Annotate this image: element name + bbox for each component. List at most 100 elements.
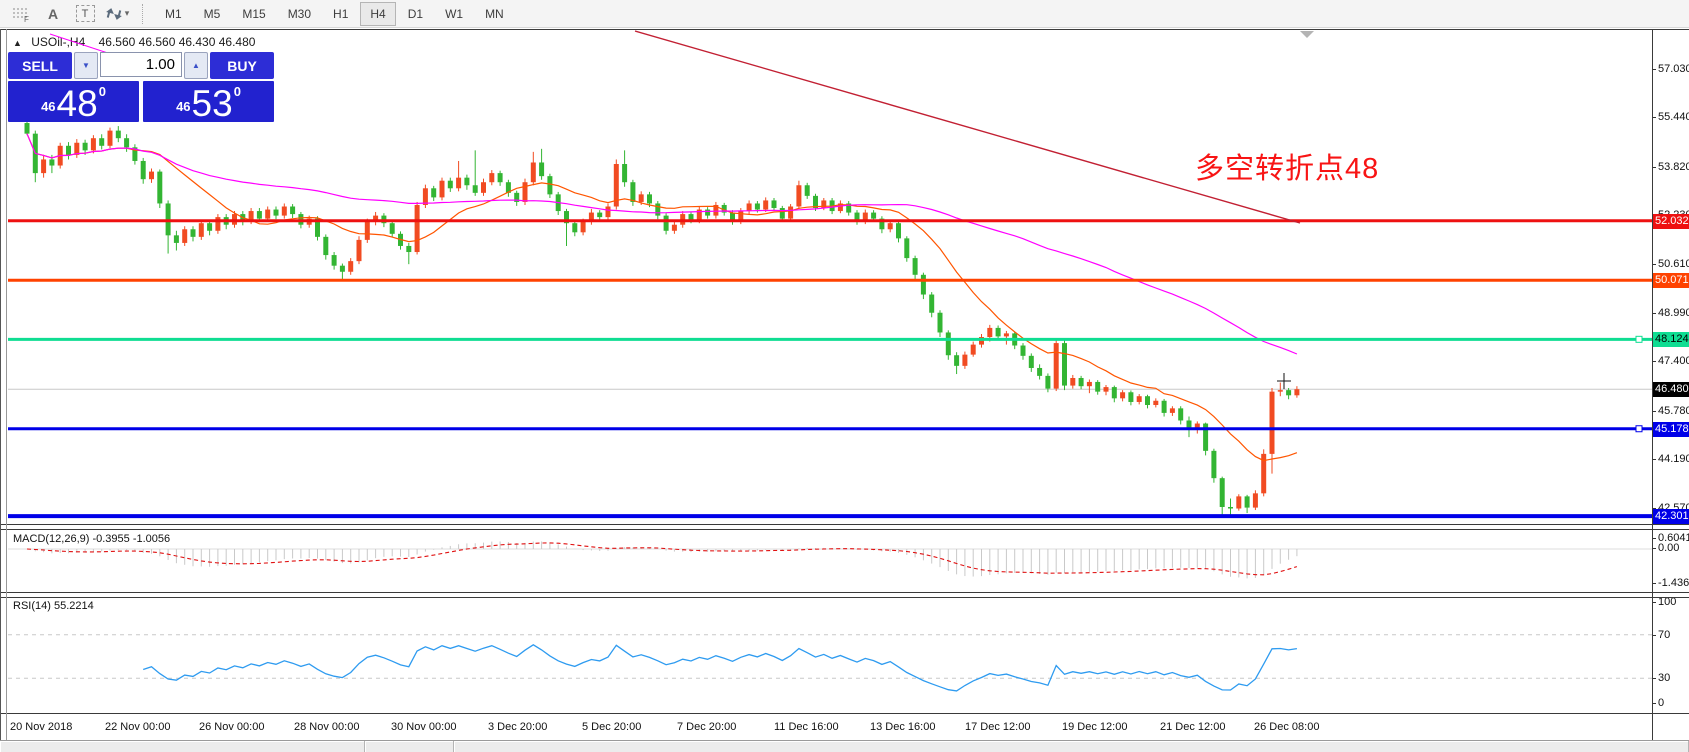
status-cell xyxy=(0,741,365,752)
price-axis-tick xyxy=(1652,167,1656,168)
price-axis-tick xyxy=(1652,361,1656,362)
status-bar xyxy=(0,740,1689,752)
rsi-axis-label: 0 xyxy=(1658,697,1665,709)
price-axis-label: 50.610 xyxy=(1658,258,1689,270)
ohlc-values: 46.560 46.560 46.430 46.480 xyxy=(98,35,256,49)
fibonacci-tool-button[interactable]: F xyxy=(8,3,34,25)
collapse-arrow-icon[interactable]: ▲ xyxy=(13,38,22,48)
buy-price-main: 53 xyxy=(191,82,233,124)
panel-separator-1a[interactable] xyxy=(0,524,1689,525)
time-axis-label: 13 Dec 16:00 xyxy=(870,721,936,733)
rsi-axis-tick xyxy=(1652,635,1656,636)
timeframe-h4-button[interactable]: H4 xyxy=(360,1,396,26)
triangle-up-icon: ▲ xyxy=(192,61,200,70)
time-axis-label: 17 Dec 12:00 xyxy=(965,721,1031,733)
price-badge-52.032: 52.032 xyxy=(1653,214,1689,229)
panel-separator-2a[interactable] xyxy=(0,592,1689,593)
rsi-axis-label: 30 xyxy=(1658,672,1671,684)
panel-separator-1b xyxy=(0,529,1689,530)
price-badge-48.124: 48.124 xyxy=(1653,332,1689,347)
time-axis-label: 21 Dec 12:00 xyxy=(1160,721,1226,733)
volume-decrease-button[interactable]: ▼ xyxy=(74,52,98,79)
time-axis-label: 28 Nov 00:00 xyxy=(294,721,360,733)
price-badge-42.301: 42.301 xyxy=(1653,509,1689,524)
price-axis-tick xyxy=(1652,508,1656,509)
arrows-icon xyxy=(105,7,122,20)
window-border-top xyxy=(0,29,1689,30)
buy-button[interactable]: BUY xyxy=(210,52,274,79)
macd-axis-tick xyxy=(1652,548,1656,549)
triangle-down-icon: ▼ xyxy=(82,61,90,70)
text-box-icon: T xyxy=(75,5,95,22)
rsi-indicator-label: RSI(14) 55.2214 xyxy=(13,600,94,612)
chart-annotation-text[interactable]: 多空转折点48 xyxy=(1195,153,1380,185)
time-axis-label: 20 Nov 2018 xyxy=(10,721,73,733)
chart-shift-marker-icon[interactable] xyxy=(1300,31,1314,38)
timeframe-m1-button[interactable]: M1 xyxy=(165,6,182,21)
time-axis-label: 19 Dec 12:00 xyxy=(1062,721,1128,733)
macd-axis-label: 0.6041 xyxy=(1658,532,1689,544)
text-tool-button[interactable]: T xyxy=(72,3,98,25)
chart-inner-border xyxy=(6,29,7,740)
macd-axis-tick xyxy=(1652,583,1656,584)
price-axis-tick xyxy=(1652,69,1656,70)
time-axis-label: 26 Dec 08:00 xyxy=(1254,721,1320,733)
window-border-left xyxy=(0,29,1,740)
volume-increase-button[interactable]: ▲ xyxy=(184,52,208,79)
toolbar-separator xyxy=(142,3,144,24)
rsi-axis-label: 70 xyxy=(1658,629,1671,641)
timeframe-m30-button[interactable]: M30 xyxy=(287,6,312,21)
text-label-tool-button[interactable]: A xyxy=(40,3,66,25)
price-axis-divider xyxy=(1652,29,1653,740)
volume-input[interactable] xyxy=(100,52,182,77)
price-axis-tick xyxy=(1652,313,1656,314)
status-cell xyxy=(365,741,454,752)
price-axis-label: 44.190 xyxy=(1658,453,1689,465)
price-axis-label: 55.440 xyxy=(1658,111,1689,123)
price-axis-tick xyxy=(1652,411,1656,412)
rsi-axis-tick xyxy=(1652,703,1656,704)
timeframe-h1-button[interactable]: H1 xyxy=(333,6,349,21)
timeframe-w1-button[interactable]: W1 xyxy=(445,6,464,21)
macd-indicator-label: MACD(12,26,9) -0.3955 -1.0056 xyxy=(13,533,171,545)
buy-price-display[interactable]: 46 53 0 xyxy=(143,81,274,122)
time-axis-label: 22 Nov 00:00 xyxy=(105,721,171,733)
time-axis-label: 7 Dec 20:00 xyxy=(677,721,737,733)
time-axis-label: 5 Dec 20:00 xyxy=(582,721,642,733)
timeframe-d1-button[interactable]: D1 xyxy=(407,6,424,21)
text-label-icon: A xyxy=(47,5,59,22)
sell-price-prefix: 46 xyxy=(41,99,56,114)
timeframe-m15-button[interactable]: M15 xyxy=(242,6,266,21)
sell-price-display[interactable]: 46 48 0 xyxy=(8,81,139,122)
price-badge-45.178: 45.178 xyxy=(1653,422,1689,437)
chevron-down-icon: ▾ xyxy=(124,8,130,18)
macd-axis-label: 0.00 xyxy=(1658,542,1680,554)
symbol-label: USOil-,H4 xyxy=(31,35,86,49)
price-axis-tick xyxy=(1652,117,1656,118)
time-axis-label: 26 Nov 00:00 xyxy=(199,721,265,733)
toolbar: F A T ▾ M1 M5 M15 M30 H1 H4 D1 W1 MN xyxy=(0,0,1689,28)
rsi-axis-tick xyxy=(1652,678,1656,679)
price-axis-label: 45.780 xyxy=(1658,405,1689,417)
status-cell xyxy=(454,741,1689,752)
timeframe-mn-button[interactable]: MN xyxy=(485,6,504,21)
quote-bar: ▲ USOil-,H4 46.560 46.560 46.430 46.480 xyxy=(13,35,255,49)
price-badge-46.480: 46.480 xyxy=(1653,382,1689,397)
svg-text:F: F xyxy=(24,15,29,22)
sell-button[interactable]: SELL xyxy=(8,52,72,79)
macd-axis-label: -1.4369 xyxy=(1658,577,1689,589)
rsi-axis-tick xyxy=(1652,602,1656,603)
one-click-trading-panel: SELL ▼ ▲ BUY 46 48 0 46 53 0 xyxy=(8,52,274,122)
timeframe-group: M1 M5 M15 M30 H1 H4 D1 W1 MN xyxy=(154,1,515,26)
price-axis-label: 47.400 xyxy=(1658,355,1689,367)
sell-price-superscript: 0 xyxy=(98,84,106,99)
price-badge-50.071: 50.071 xyxy=(1653,273,1689,288)
macd-axis-tick xyxy=(1652,538,1656,539)
buy-price-superscript: 0 xyxy=(233,84,241,99)
sell-price-main: 48 xyxy=(56,82,98,124)
panel-separator-3 xyxy=(0,713,1689,714)
arrow-objects-tool-button[interactable]: ▾ xyxy=(104,3,130,25)
buy-price-prefix: 46 xyxy=(176,99,191,114)
rsi-axis-label: 100 xyxy=(1658,596,1677,608)
timeframe-m5-button[interactable]: M5 xyxy=(203,6,221,21)
